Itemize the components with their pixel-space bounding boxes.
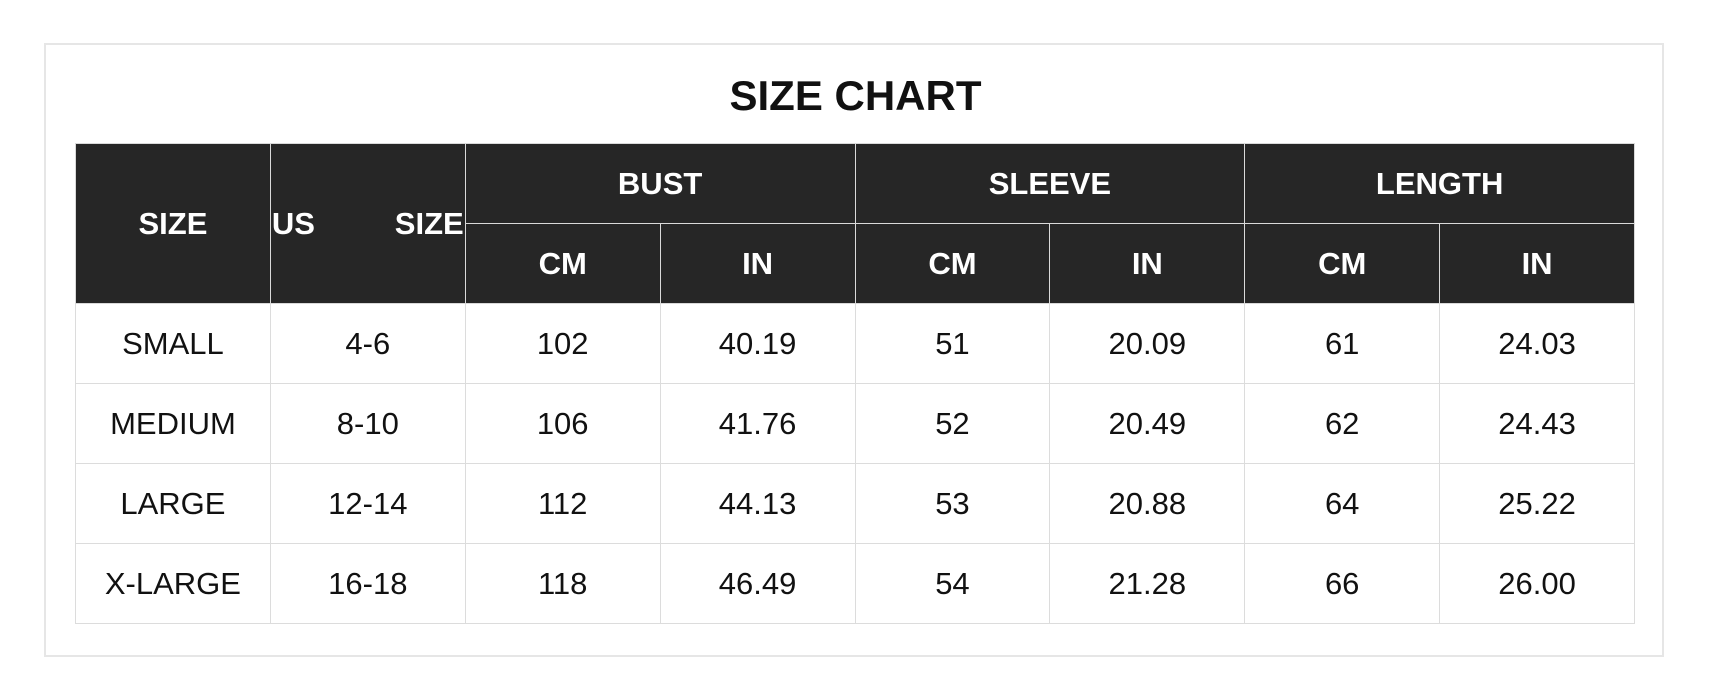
table-cell: 54 [854,543,1051,624]
header-length: LENGTH [1244,143,1635,224]
table-cell: 62 [1244,383,1441,464]
table-row: LARGE 12-14 112 44.13 53 20.88 64 25.22 [75,463,1635,544]
table-cell: 53 [854,463,1051,544]
header-unit: CM [1244,223,1441,304]
table-cell: SMALL [75,303,271,384]
table-cell: 112 [464,463,661,544]
table-cell: 8-10 [269,383,466,464]
table-cell: 25.22 [1439,463,1635,544]
table-cell: LARGE [75,463,271,544]
table-cell: 20.49 [1049,383,1246,464]
table-cell: 46.49 [659,543,856,624]
header-unit: CM [854,223,1051,304]
chart-frame [44,43,1664,657]
table-cell: 61 [1244,303,1441,384]
table-cell: 4-6 [269,303,466,384]
table-cell: 16-18 [269,543,466,624]
table-cell: 24.43 [1439,383,1635,464]
header-sleeve: SLEEVE [854,143,1246,224]
table-row: SMALL 4-6 102 40.19 51 20.09 61 24.03 [75,303,1635,384]
table-cell: 106 [464,383,661,464]
table-cell: 26.00 [1439,543,1635,624]
header-size: SIZE [75,143,271,304]
header-unit: IN [1439,223,1635,304]
table-cell: 118 [464,543,661,624]
table-row: MEDIUM 8-10 106 41.76 52 20.49 62 24.43 [75,383,1635,464]
table-cell: 52 [854,383,1051,464]
header-us-size: US SIZE [269,143,466,304]
size-table: SIZE US SIZE BUST SLEEVE LENGTH CM IN CM… [75,143,1635,624]
header-row-units: CM IN CM IN CM IN [76,223,1635,304]
table-cell: 20.09 [1049,303,1246,384]
table-cell: 20.88 [1049,463,1246,544]
table-cell: 12-14 [269,463,466,544]
header-unit: IN [659,223,856,304]
table-cell: 41.76 [659,383,856,464]
table-cell: 66 [1244,543,1441,624]
header-row-groups: SIZE US SIZE BUST SLEEVE LENGTH [75,143,1635,304]
table-cell: 64 [1244,463,1441,544]
table-row: X-LARGE 16-18 118 46.49 54 21.28 66 26.00 [75,543,1635,624]
table-cell: 102 [464,303,661,384]
header-us-size-label: US SIZE [271,205,464,241]
table-cell: 40.19 [659,303,856,384]
table-cell: 44.13 [659,463,856,544]
header-unit: IN [1049,223,1246,304]
table-cell: 51 [854,303,1051,384]
table-cell: 21.28 [1049,543,1246,624]
table-cell: X-LARGE [75,543,271,624]
table-cell: 24.03 [1439,303,1635,384]
header-unit: CM [464,223,661,304]
table-cell: MEDIUM [75,383,271,464]
page-title: SIZE CHART [729,72,982,119]
header-bust: BUST [464,143,856,224]
